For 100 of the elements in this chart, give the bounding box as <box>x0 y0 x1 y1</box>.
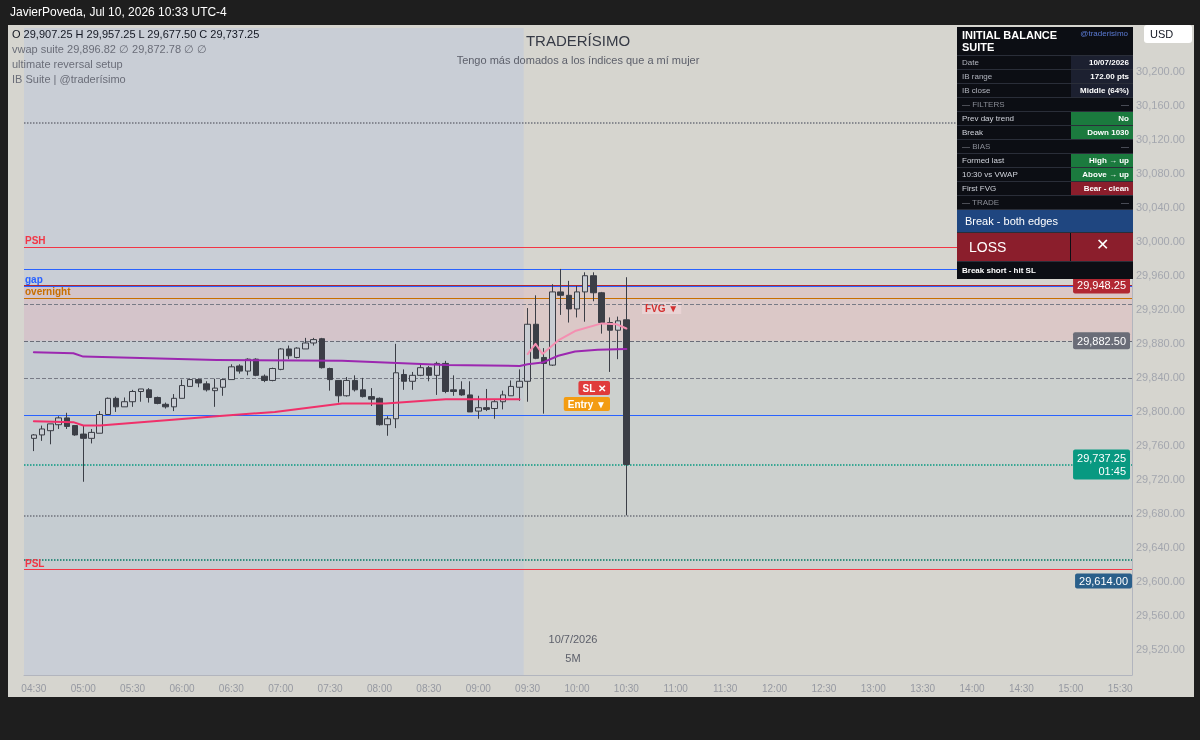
candlestick <box>566 280 572 324</box>
annotation: — BIAS <box>961 141 992 153</box>
annotation: IB Suite | @traderísimo <box>12 72 127 87</box>
candlestick <box>154 396 161 405</box>
annotation: First FVG <box>961 183 998 195</box>
annotation: — <box>1120 197 1130 209</box>
candlestick <box>623 276 630 516</box>
annotation: 5M <box>565 652 581 664</box>
x-tick-label: 12:00 <box>762 682 788 694</box>
text: JavierPoveda, Jul 10, 2026 10:33 UTC-4 <box>10 5 227 19</box>
x-tick-label: 09:00 <box>465 682 492 694</box>
candlestick <box>352 374 358 393</box>
annotation: Above → up <box>1071 168 1133 181</box>
x-tick-label: 07:00 <box>268 682 294 694</box>
ref-line-label: gap <box>25 274 43 286</box>
x-tick-label: 12:30 <box>811 682 837 694</box>
chart-title: TRADERÍSIMO <box>525 32 631 49</box>
x-tick-label: 11:30 <box>712 682 738 694</box>
candlestick <box>467 380 473 413</box>
x-tick-label: 06:30 <box>218 682 245 694</box>
line-series <box>32 398 521 427</box>
annotation: 10:30 vs VWAP <box>961 169 1019 181</box>
candlestick <box>533 294 539 360</box>
x-tick-label: 13:00 <box>860 682 887 694</box>
text: USD <box>1144 25 1192 43</box>
annotation: vwap suite 29,896.82 ∅ 29,872.78 ∅ ∅ <box>12 42 209 57</box>
x-tick-label: 04:30 <box>21 682 47 694</box>
annotation: — FILTERS <box>961 99 1006 111</box>
candlestick <box>401 368 407 391</box>
annotation: Break <box>961 127 984 139</box>
ref-line-label: 29,882.50 <box>1077 334 1126 347</box>
x-tick-label: 10:30 <box>613 682 640 694</box>
x-tick-label: 14:30 <box>1008 682 1035 694</box>
annotation: — <box>1120 141 1130 153</box>
candlestick <box>179 379 185 399</box>
x-tick-label: 08:30 <box>416 682 442 694</box>
candlestick <box>459 380 465 397</box>
candlestick <box>582 271 588 323</box>
ref-line-label: PSH <box>25 235 46 247</box>
annotation: ultimate reversal setup <box>12 57 124 72</box>
x-tick-label: 05:00 <box>70 682 97 694</box>
ref-line-label: 29,737.25 01:45 <box>1077 452 1126 478</box>
annotation: — TRADE <box>961 197 1001 209</box>
candlestick <box>162 402 169 410</box>
annotation: No <box>1071 112 1133 125</box>
text: Tengo más domados a los índices que a mí mujer <box>456 53 700 66</box>
candlestick <box>171 393 177 412</box>
annotation: Down 1030 <box>1071 126 1133 139</box>
annotation: LOSS <box>968 238 1008 257</box>
candlestick <box>426 365 432 382</box>
annotation: SL ✕ <box>582 382 606 394</box>
candlestick <box>39 425 45 442</box>
x-tick-label: 11:00 <box>663 682 689 694</box>
x-tick-label: 07:30 <box>317 682 344 694</box>
candlestick <box>113 396 119 413</box>
annotation: Entry ▼ <box>567 398 606 410</box>
candlestick <box>72 425 78 437</box>
annotation: Break short - hit SL <box>961 265 1037 277</box>
annotation: IB range <box>961 71 994 83</box>
ref-line-label: overnight <box>25 286 72 298</box>
ref-line-label: 29,948.25 <box>1077 278 1126 291</box>
candlestick <box>146 387 152 404</box>
x-tick-label: 10:00 <box>564 682 590 694</box>
annotation: ✕ <box>1070 233 1133 261</box>
annotation: @traderisimo <box>1079 28 1129 40</box>
annotation: Date <box>961 57 980 69</box>
x-tick-label: 09:30 <box>515 682 541 694</box>
annotation: 172.00 pts <box>1071 70 1133 83</box>
annotation: Formed last <box>961 155 1006 167</box>
x-tick-label: 05:30 <box>120 682 146 694</box>
candlestick <box>138 388 144 403</box>
annotation: Break - both edges <box>964 214 1059 229</box>
candlestick <box>393 343 399 429</box>
annotation: Bear - clean <box>1071 182 1133 195</box>
candlestick <box>319 337 325 370</box>
band-label: 29,614.00 <box>1079 574 1128 587</box>
annotation: O 29,907.25 H 29,957.25 L 29,677.50 C 29,737.25 <box>12 27 260 42</box>
candlestick <box>212 378 218 408</box>
candlestick <box>508 379 514 397</box>
annotation: 10/7/2026 <box>548 633 598 645</box>
annotation: Middle (64%) <box>1071 84 1133 97</box>
x-tick-label: 06:00 <box>169 682 195 694</box>
ref-line-label: PSL <box>25 557 45 569</box>
x-tick-label: 15:30 <box>1107 682 1134 694</box>
x-tick-label: 13:30 <box>910 682 936 694</box>
candlestick <box>327 367 333 392</box>
annotation: 10/07/2026 <box>1071 56 1133 69</box>
candlestick <box>31 433 37 452</box>
x-tick-label: 15:00 <box>1058 682 1084 694</box>
annotation: High → up <box>1071 154 1133 167</box>
line-series <box>32 347 628 367</box>
candlestick <box>187 378 193 387</box>
candlestick <box>220 378 226 397</box>
annotation: IB close <box>961 85 992 97</box>
x-tick-label: 08:00 <box>366 682 393 694</box>
candlestick <box>294 346 300 359</box>
candlestick <box>278 347 284 371</box>
candlestick <box>574 285 580 318</box>
candlestick <box>360 377 366 398</box>
x-tick-label: 14:00 <box>959 682 985 694</box>
